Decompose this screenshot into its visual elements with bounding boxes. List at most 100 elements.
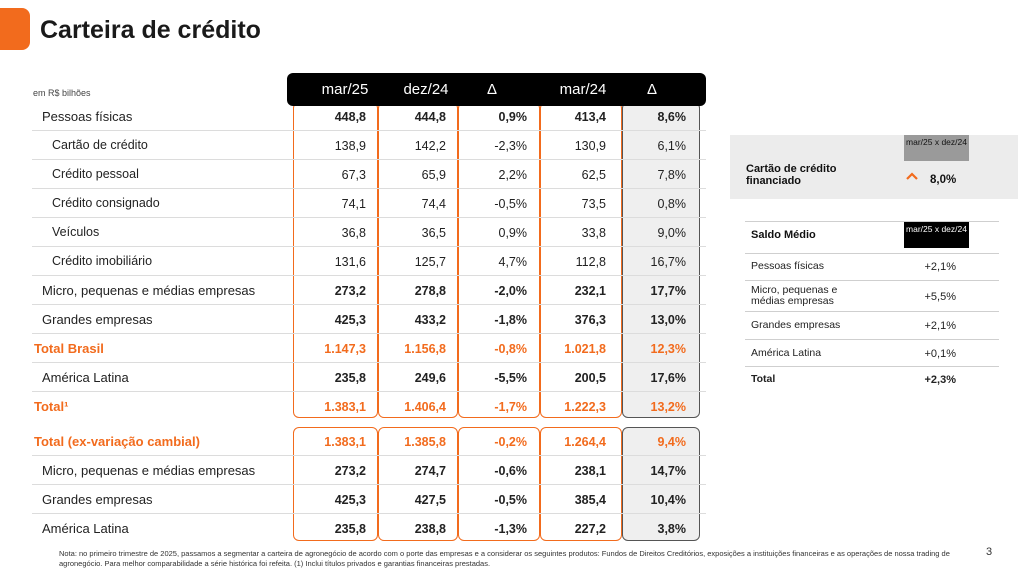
table-cell: 238,8 xyxy=(414,522,446,536)
table-cell: 227,2 xyxy=(574,522,606,536)
row-label: Grandes empresas xyxy=(42,312,153,327)
row-divider xyxy=(32,275,706,276)
page-title: Carteira de crédito xyxy=(40,16,261,44)
col-box-delta2-top xyxy=(622,102,700,418)
table-cell: 6,1% xyxy=(657,139,687,153)
row-label: Grandes empresas xyxy=(42,492,153,507)
col-header-mar24: mar/24 xyxy=(559,81,607,98)
row-label: Total¹ xyxy=(34,399,69,414)
row-label: Total (ex-variação cambial) xyxy=(34,434,200,449)
table-cell: 73,5 xyxy=(581,197,606,211)
table-cell: 1.147,3 xyxy=(324,342,366,356)
row-label: Crédito pessoal xyxy=(52,167,139,181)
row-divider xyxy=(32,188,706,189)
table-cell: 74,1 xyxy=(341,197,366,211)
table-cell: 249,6 xyxy=(414,371,446,385)
row-divider xyxy=(32,484,706,485)
table-cell: 10,4% xyxy=(650,493,686,507)
table-cell: 1.264,4 xyxy=(564,435,606,449)
row-label: Micro, pequenas e médias empresas xyxy=(42,463,256,478)
table-cell: -2,3% xyxy=(494,139,527,153)
table-cell: -1,3% xyxy=(494,522,527,536)
table-cell: 0,9% xyxy=(498,226,528,240)
table-cell: 4,7% xyxy=(498,255,528,269)
table-cell: 238,1 xyxy=(574,464,606,478)
footnote: Nota: no primeiro trimestre de 2025, pas… xyxy=(59,549,950,568)
unit-label: em R$ bilhões xyxy=(33,88,91,98)
table-cell: 65,9 xyxy=(421,168,446,182)
table-cell: -2,0% xyxy=(494,284,527,298)
table-cell: -0,5% xyxy=(494,493,527,507)
col-header-mar25: mar/25 xyxy=(321,81,369,98)
row-label: Pessoas físicas xyxy=(42,109,133,124)
table-cell: 9,0% xyxy=(657,226,687,240)
table-cell: 1.406,4 xyxy=(404,400,446,414)
table-cell: 131,6 xyxy=(334,255,366,269)
table-cell: 1.383,1 xyxy=(324,400,366,414)
table-cell: 1.222,3 xyxy=(564,400,606,414)
table-cell: 235,8 xyxy=(334,522,366,536)
row-divider xyxy=(32,217,706,218)
saldo-medio-divider xyxy=(745,311,999,312)
brand-accent-bar xyxy=(0,8,30,50)
saldo-medio-divider xyxy=(745,366,999,367)
table-cell: 12,3% xyxy=(650,342,686,356)
table-cell: -0,2% xyxy=(494,435,527,449)
table-cell: 2,2% xyxy=(498,168,528,182)
saldo-medio-top-line xyxy=(745,221,999,222)
col-header-delta2: Δ xyxy=(646,81,658,98)
table-cell: 36,8 xyxy=(341,226,366,240)
table-cell: 112,8 xyxy=(575,255,606,269)
row-label: Micro, pequenas e médias empresas xyxy=(42,283,256,298)
table-cell: 1.385,8 xyxy=(404,435,446,449)
table-cell: 9,4% xyxy=(657,435,687,449)
table-cell: 13,2% xyxy=(650,400,686,414)
table-cell: 425,3 xyxy=(334,313,366,327)
table-cell: 62,5 xyxy=(581,168,606,182)
table-cell: 33,8 xyxy=(581,226,606,240)
row-divider xyxy=(32,130,706,131)
table-cell: 448,8 xyxy=(334,110,366,124)
table-cell: 274,7 xyxy=(414,464,446,478)
table-cell: 385,4 xyxy=(574,493,606,507)
table-cell: 67,3 xyxy=(341,168,366,182)
table-cell: 125,7 xyxy=(414,255,446,269)
table-cell: 278,8 xyxy=(414,284,446,298)
saldo-medio-label: Micro, pequenas e médias empresas xyxy=(751,284,838,307)
saldo-medio-header: mar/25 x dez/24 xyxy=(904,222,969,248)
row-label: Cartão de crédito xyxy=(52,138,148,152)
saldo-medio-divider xyxy=(745,253,999,254)
row-divider xyxy=(32,159,706,160)
card-financed-value: 8,0% xyxy=(930,174,957,186)
table-cell: 413,4 xyxy=(574,110,606,124)
table-cell: 1.156,8 xyxy=(404,342,446,356)
table-cell: 232,1 xyxy=(574,284,606,298)
saldo-medio-divider xyxy=(745,280,999,281)
table-cell: -0,6% xyxy=(494,464,527,478)
row-divider xyxy=(32,246,706,247)
table-cell: 433,2 xyxy=(414,313,446,327)
card-financed-header: mar/25 x dez/24 xyxy=(904,135,969,161)
row-divider xyxy=(32,304,706,305)
row-divider xyxy=(32,333,706,334)
table-cell: -1,7% xyxy=(494,400,527,414)
table-cell: 36,5 xyxy=(421,226,446,240)
saldo-medio-divider xyxy=(745,339,999,340)
table-cell: 425,3 xyxy=(334,493,366,507)
page-number: 3 xyxy=(986,546,993,558)
saldo-medio-value: +0,1% xyxy=(924,348,957,360)
row-label: Crédito imobiliário xyxy=(52,254,153,268)
table-cell: 74,4 xyxy=(421,197,446,211)
row-label: Crédito consignado xyxy=(52,196,160,210)
table-cell: -0,8% xyxy=(494,342,527,356)
saldo-medio-label: Grandes empresas xyxy=(751,319,841,331)
table-cell: 14,7% xyxy=(650,464,686,478)
table-cell: 273,2 xyxy=(334,284,366,298)
table-cell: -5,5% xyxy=(494,371,527,385)
saldo-medio-value: +2,1% xyxy=(924,320,957,332)
saldo-medio-label: América Latina xyxy=(751,347,822,359)
saldo-medio-label: Total xyxy=(751,373,776,385)
table-cell: 16,7% xyxy=(650,255,686,269)
col-header-delta1: Δ xyxy=(486,81,498,98)
card-financed-panel xyxy=(730,135,1018,199)
